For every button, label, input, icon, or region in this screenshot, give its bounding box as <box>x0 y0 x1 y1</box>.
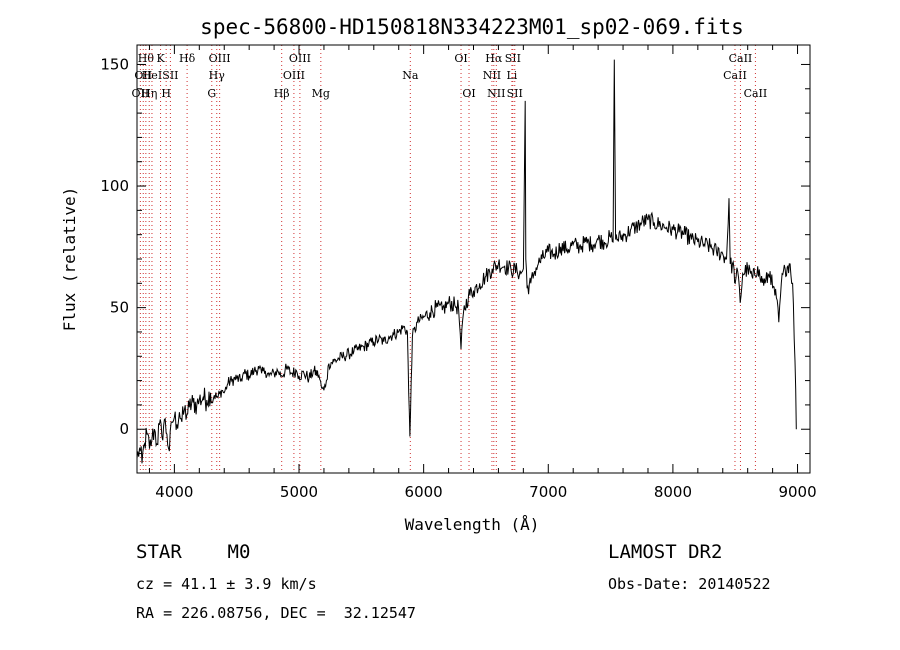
line-label-5: K <box>156 52 165 65</box>
line-label-13: OIII <box>283 69 305 82</box>
obs-date: Obs-Date: 20140522 <box>608 575 771 593</box>
y-tick-label-0: 0 <box>119 420 129 438</box>
line-label-20: Hα <box>485 52 503 65</box>
line-label-3: Hη <box>141 87 157 100</box>
line-label-0: OII <box>132 87 150 100</box>
line-label-24: SII <box>507 87 523 100</box>
line-label-11: OIII <box>209 52 231 65</box>
line-label-14: OIII <box>289 52 311 65</box>
y-tick-label-3: 150 <box>100 55 129 73</box>
x-tick-label-3: 7000 <box>529 483 567 501</box>
x-tick-label-4: 8000 <box>654 483 692 501</box>
line-label-26: CaII <box>729 52 753 65</box>
line-label-6: H <box>161 87 171 100</box>
survey-name: LAMOST DR2 <box>608 541 723 563</box>
line-label-18: OI <box>462 87 475 100</box>
line-label-9: G <box>207 87 216 100</box>
object-class: STAR M0 <box>136 541 251 563</box>
redshift-value: cz = 41.1 ± 3.9 km/s <box>136 575 317 593</box>
series-layer <box>136 59 797 464</box>
line-label-25: CaII <box>723 69 747 82</box>
line-label-2: Hθ <box>138 52 155 65</box>
line-label-27: CaII <box>744 87 768 100</box>
line-label-15: Mg <box>312 87 330 100</box>
y-axis-label: Flux (relative) <box>60 187 79 332</box>
line-label-22: Li <box>506 69 517 82</box>
line-label-7: SII <box>162 69 178 82</box>
line-label-19: NII <box>483 69 501 82</box>
line-label-21: NII <box>487 87 505 100</box>
axis-ticks: 4000 5000 6000 7000 8000 9000 0 50 100 150 <box>100 45 817 501</box>
line-label-1: OII <box>134 69 152 82</box>
y-tick-label-2: 100 <box>100 177 129 195</box>
x-tick-label-0: 4000 <box>155 483 193 501</box>
line-label-23: SII <box>505 52 521 65</box>
x-tick-label-5: 9000 <box>778 483 816 501</box>
plot-frame <box>136 44 811 474</box>
chart-title: spec-56800-HD150818N334223M01_sp02-069.f… <box>200 15 744 39</box>
line-label-10: Hγ <box>209 69 226 82</box>
line-label-17: OI <box>454 52 467 65</box>
coordinates: RA = 226.08756, DEC = 32.12547 <box>136 604 416 622</box>
y-tick-label-1: 50 <box>110 299 129 317</box>
line-label-12: Hβ <box>274 87 290 100</box>
spectral-line-markers: OIIOIIHθHηHeIKHSIIHδGHγOIIIHβOIIIOIIIMgN… <box>132 45 768 473</box>
x-axis-label: Wavelength (Å) <box>405 515 540 534</box>
line-label-8: Hδ <box>179 52 196 65</box>
x-tick-label-1: 5000 <box>280 483 318 501</box>
spectrum-series-0 <box>136 59 797 464</box>
line-label-16: Na <box>402 69 419 82</box>
x-tick-label-2: 6000 <box>405 483 443 501</box>
line-label-4: HeI <box>142 69 162 82</box>
